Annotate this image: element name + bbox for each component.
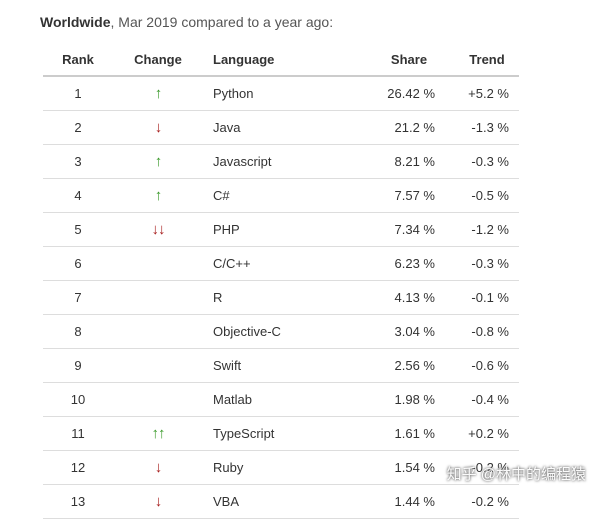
language-cell: TypeScript <box>213 426 275 441</box>
share-cell: 21.2 % <box>394 120 435 135</box>
header-trend[interactable]: Trend <box>469 51 505 67</box>
header-change[interactable]: Change <box>134 51 182 67</box>
table-row: 9 Swift 2.56 % -0.6 % <box>43 349 519 383</box>
change-cell: ↑↑ <box>113 426 203 441</box>
share-cell: 2.56 % <box>394 358 435 373</box>
rank-cell: 8 <box>74 324 82 339</box>
share-cell: 8.21 % <box>394 154 435 169</box>
table-header: Rank Change Language Share Trend <box>43 43 519 77</box>
trend-cell: -0.3 % <box>471 154 509 169</box>
trend-cell: -1.3 % <box>471 120 509 135</box>
language-cell: C# <box>213 188 230 203</box>
change-cell: ↓ <box>113 120 203 135</box>
header-share[interactable]: Share <box>390 51 428 67</box>
language-cell: Swift <box>213 358 242 373</box>
share-cell: 1.61 % <box>394 426 435 441</box>
trend-cell: -0.6 % <box>471 358 509 373</box>
share-cell: 4.13 % <box>394 290 435 305</box>
trend-cell: -0.1 % <box>471 290 509 305</box>
trend-cell: -0.8 % <box>471 324 509 339</box>
change-cell: ↓ <box>113 494 203 509</box>
change-cell <box>113 256 203 271</box>
trend-cell: -0.3 % <box>471 256 509 271</box>
language-cell: C/C++ <box>213 256 251 271</box>
share-cell: 7.34 % <box>394 222 435 237</box>
share-cell: 6.23 % <box>394 256 435 271</box>
language-cell: Javascript <box>213 154 272 169</box>
header-rank[interactable]: Rank <box>62 51 94 67</box>
language-cell: Python <box>213 86 254 101</box>
share-cell: 1.98 % <box>394 392 435 407</box>
table-body: 1 ↑ Python 26.42 % +5.2 % 2 ↓ Java 21.2 % -1.3 % 3… <box>43 77 519 519</box>
language-cell: PHP <box>213 222 240 237</box>
change-cell: ↑ <box>113 154 203 169</box>
trend-cell: -0.4 % <box>471 392 509 407</box>
trend-cell: -1.2 % <box>471 222 509 237</box>
rank-cell: 13 <box>70 494 86 509</box>
down-arrow-icon: ↓ <box>154 119 162 136</box>
language-cell: Java <box>213 120 241 135</box>
language-cell: Ruby <box>213 460 244 475</box>
table-row: 3 ↑ Javascript 8.21 % -0.3 % <box>43 145 519 179</box>
language-cell: Objective-C <box>213 324 281 339</box>
caption-region: Worldwide <box>40 14 111 30</box>
trend-cell: +0.2 % <box>468 426 509 441</box>
watermark: 知乎 @林中的编程猿 <box>446 466 586 483</box>
rank-cell: 4 <box>74 188 82 203</box>
down-arrow-icon: ↓↓ <box>151 221 166 238</box>
trend-cell: -0.5 % <box>471 188 509 203</box>
rank-cell: 3 <box>74 154 82 169</box>
language-cell: R <box>213 290 223 305</box>
table-row: 4 ↑ C# 7.57 % -0.5 % <box>43 179 519 213</box>
table-row: 11 ↑↑ TypeScript 1.61 % +0.2 % <box>43 417 519 451</box>
table-row: 1 ↑ Python 26.42 % +5.2 % <box>43 77 519 111</box>
rank-cell: 9 <box>74 358 82 373</box>
change-cell <box>113 290 203 305</box>
change-cell: ↓↓ <box>113 222 203 237</box>
table-row: 10 Matlab 1.98 % -0.4 % <box>43 383 519 417</box>
rank-cell: 10 <box>70 392 86 407</box>
share-cell: 3.04 % <box>394 324 435 339</box>
rank-cell: 2 <box>74 120 82 135</box>
up-arrow-icon: ↑ <box>154 187 162 204</box>
table-row: 6 C/C++ 6.23 % -0.3 % <box>43 247 519 281</box>
caption-text: , Mar 2019 compared to a year ago: <box>110 14 334 30</box>
down-arrow-icon: ↓ <box>154 493 162 510</box>
page-caption: Worldwide, Mar 2019 compared to a year a… <box>40 14 333 30</box>
language-cell: VBA <box>213 494 240 509</box>
trend-cell: -0.2 % <box>471 460 509 475</box>
rank-cell: 7 <box>74 290 82 305</box>
trend-cell: +5.2 % <box>468 86 509 101</box>
table-row: 2 ↓ Java 21.2 % -1.3 % <box>43 111 519 145</box>
table-row: 7 R 4.13 % -0.1 % <box>43 281 519 315</box>
table-row: 12 ↓ Ruby 1.54 % -0.2 % <box>43 451 519 485</box>
table-row: 5 ↓↓ PHP 7.34 % -1.2 % <box>43 213 519 247</box>
change-cell: ↓ <box>113 460 203 475</box>
change-cell: ↑ <box>113 188 203 203</box>
table-row: 8 Objective-C 3.04 % -0.8 % <box>43 315 519 349</box>
header-language[interactable]: Language <box>213 51 275 67</box>
share-cell: 1.44 % <box>394 494 435 509</box>
rank-cell: 6 <box>74 256 82 271</box>
rank-cell: 11 <box>71 426 85 441</box>
rank-cell: 12 <box>70 460 86 475</box>
change-cell <box>113 324 203 339</box>
change-cell <box>113 392 203 407</box>
up-arrow-icon: ↑↑ <box>151 425 166 442</box>
change-cell: ↑ <box>113 86 203 101</box>
share-cell: 1.54 % <box>394 460 435 475</box>
rank-cell: 1 <box>74 86 82 101</box>
up-arrow-icon: ↑ <box>154 85 162 102</box>
down-arrow-icon: ↓ <box>154 459 162 476</box>
trend-cell: -0.2 % <box>471 494 509 509</box>
share-cell: 7.57 % <box>394 188 435 203</box>
share-cell: 26.42 % <box>387 86 435 101</box>
table-row: 13 ↓ VBA 1.44 % -0.2 % <box>43 485 519 519</box>
language-cell: Matlab <box>213 392 253 407</box>
language-ranking-table: Rank Change Language Share Trend 1 ↑ Pytho… <box>43 43 519 519</box>
rank-cell: 5 <box>74 222 82 237</box>
change-cell <box>113 358 203 373</box>
up-arrow-icon: ↑ <box>154 153 162 170</box>
